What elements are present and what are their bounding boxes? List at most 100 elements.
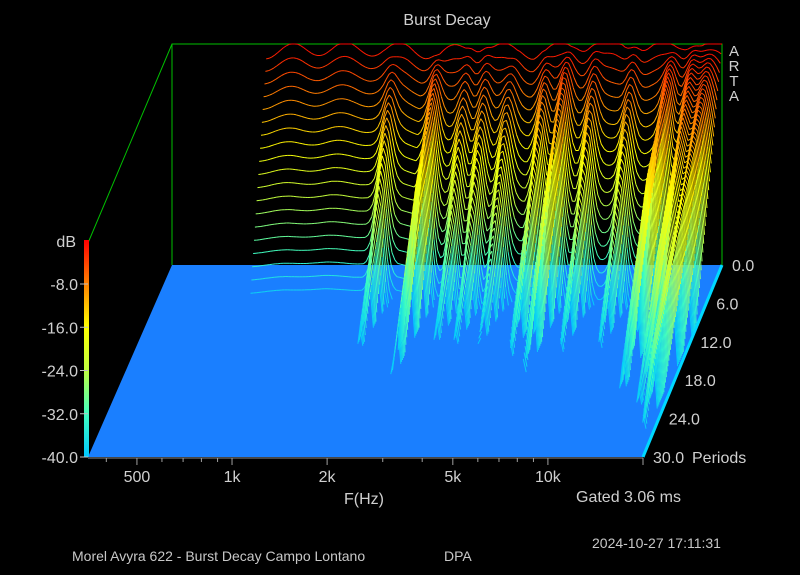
slice-segment (690, 58, 695, 62)
slice-segment (402, 182, 406, 185)
slice-segment (618, 151, 623, 167)
slice-segment (414, 261, 419, 330)
slice-segment (455, 119, 460, 133)
slice-segment (494, 119, 498, 121)
slice-segment (273, 65, 278, 69)
slice-segment (478, 331, 483, 339)
slice-segment (487, 161, 492, 171)
slice-segment (297, 43, 301, 46)
slice-segment (487, 54, 491, 57)
slice-segment (396, 233, 400, 238)
slice-segment (371, 277, 376, 324)
slice-segment (632, 78, 637, 87)
slice-segment (694, 70, 699, 75)
slice-segment (432, 129, 436, 159)
slice-segment (461, 89, 465, 94)
slice-segment (503, 247, 507, 276)
x-tick-label: 5k (444, 469, 462, 486)
slice-segment (572, 142, 577, 151)
slice-segment (538, 147, 543, 173)
slice-segment (586, 213, 591, 248)
slice-segment (555, 287, 560, 314)
slice-segment (516, 179, 521, 186)
slice-segment (498, 233, 503, 268)
slice-segment (385, 125, 390, 133)
slice-segment (679, 117, 684, 125)
slice-segment (375, 144, 380, 153)
slice-segment (619, 109, 624, 119)
slice-segment (368, 182, 372, 185)
slice-segment (626, 55, 631, 59)
slice-segment (455, 208, 460, 235)
footer-tag: DPA (444, 548, 472, 564)
slice-segment (557, 63, 562, 67)
slice-segment (702, 88, 706, 92)
slice-segment (274, 52, 278, 56)
slice-segment (438, 225, 443, 233)
slice-segment (582, 258, 587, 303)
slice-segment (424, 121, 429, 130)
slice-segment (704, 90, 709, 102)
slice-segment (640, 285, 644, 352)
slice-segment (548, 269, 553, 324)
slice-segment (678, 126, 682, 135)
decay-slices (250, 43, 722, 429)
slice-segment (530, 135, 535, 145)
slice-segment (268, 69, 272, 72)
slice-segment (459, 45, 463, 48)
slice-segment (663, 123, 668, 156)
slice-segment (513, 47, 518, 51)
slice-segment (447, 275, 452, 320)
slice-segment (344, 154, 348, 156)
slice-segment (672, 200, 677, 219)
slice-segment (682, 85, 687, 98)
slice-segment (402, 140, 406, 144)
slice-segment (407, 250, 412, 300)
slice-segment (454, 83, 458, 87)
slice-segment (569, 177, 574, 189)
slice-segment (401, 56, 406, 59)
slice-segment (425, 85, 430, 93)
slice-segment (509, 175, 513, 194)
slice-segment (475, 100, 479, 108)
slice-segment (594, 82, 599, 92)
slice-segment (449, 223, 453, 239)
slice-segment (660, 64, 664, 68)
slice-segment (370, 285, 375, 326)
slice-segment (394, 153, 399, 164)
slice-segment (388, 235, 393, 253)
slice-segment (575, 253, 580, 303)
slice-segment (265, 198, 269, 200)
slice-segment (356, 156, 360, 159)
slice-segment (430, 102, 435, 117)
slice-segment (685, 59, 690, 66)
slice-segment (400, 307, 404, 359)
slice-segment (380, 110, 384, 121)
slice-segment (492, 143, 497, 146)
slice-segment (496, 153, 501, 170)
slice-segment (318, 156, 323, 158)
slice-segment (585, 231, 589, 270)
slice-segment (546, 119, 551, 133)
slice-segment (458, 181, 462, 204)
slice-segment (642, 264, 647, 344)
slice-segment (462, 72, 467, 76)
slice-segment (547, 198, 552, 254)
decay-slice-6 (260, 70, 718, 137)
slice-segment (527, 320, 532, 334)
slice-segment (388, 94, 393, 99)
slice-segment (403, 223, 407, 226)
slice-segment (625, 149, 629, 170)
slice-segment (620, 136, 625, 150)
slice-segment (663, 92, 668, 104)
slice-segment (685, 104, 689, 112)
slice-segment (490, 179, 494, 183)
slice-segment (691, 90, 696, 97)
slice-segment (653, 145, 657, 169)
slice-segment (558, 53, 562, 56)
slice-segment (661, 75, 665, 85)
slice-segment (619, 362, 624, 389)
slice-segment (422, 197, 427, 254)
slice-segment (611, 161, 616, 166)
slice-segment (322, 195, 326, 197)
